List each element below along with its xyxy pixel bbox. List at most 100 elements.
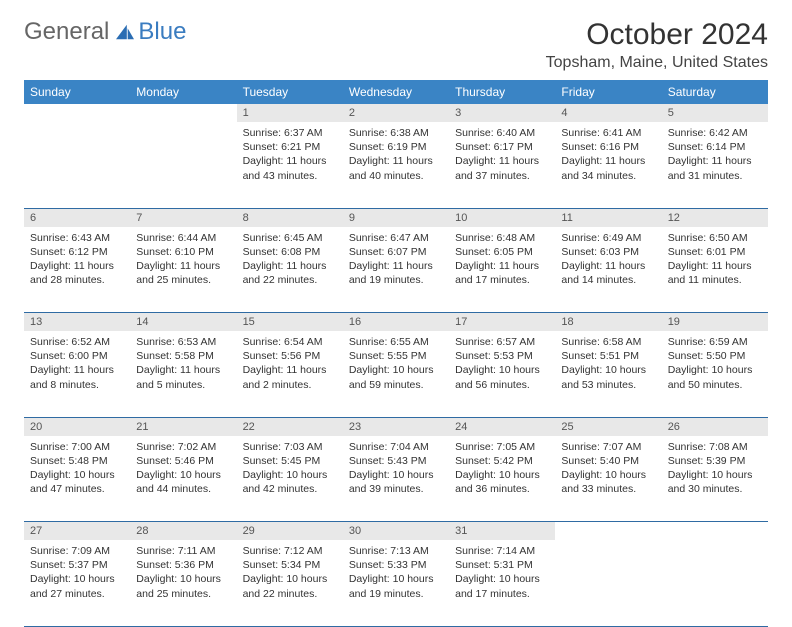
sunrise-text: Sunrise: 6:40 AM [455,126,549,140]
day-number: 30 [343,522,449,540]
day-details: Sunrise: 6:57 AMSunset: 5:53 PMDaylight:… [449,331,555,394]
day-details: Sunrise: 6:42 AMSunset: 6:14 PMDaylight:… [662,122,768,185]
daynum-cell: 12 [662,208,768,227]
day-number: 1 [237,104,343,122]
daylight-text: Daylight: 10 hours and 25 minutes. [136,572,230,600]
day-number: 21 [130,418,236,436]
day-number: 2 [343,104,449,122]
daynum-cell: 27 [24,522,130,541]
day-number: 28 [130,522,236,540]
day-number [662,522,768,528]
daynum-cell: 4 [555,104,661,122]
logo-text-general: General [24,18,109,46]
day-details: Sunrise: 6:50 AMSunset: 6:01 PMDaylight:… [662,227,768,290]
daylight-text: Daylight: 11 hours and 2 minutes. [243,363,337,391]
daylight-text: Daylight: 11 hours and 40 minutes. [349,154,443,182]
daynum-cell: 1 [237,104,343,122]
day-cell: Sunrise: 7:00 AMSunset: 5:48 PMDaylight:… [24,436,130,522]
sunrise-text: Sunrise: 6:52 AM [30,335,124,349]
day-cell: Sunrise: 7:04 AMSunset: 5:43 PMDaylight:… [343,436,449,522]
day-number: 31 [449,522,555,540]
day-number [24,104,130,110]
daylight-text: Daylight: 10 hours and 47 minutes. [30,468,124,496]
day-cell: Sunrise: 6:58 AMSunset: 5:51 PMDaylight:… [555,331,661,417]
sunset-text: Sunset: 6:16 PM [561,140,655,154]
day-cell: Sunrise: 6:41 AMSunset: 6:16 PMDaylight:… [555,122,661,208]
weekday-header: Friday [555,80,661,104]
sunrise-text: Sunrise: 6:54 AM [243,335,337,349]
sunset-text: Sunset: 5:36 PM [136,558,230,572]
daylight-text: Daylight: 10 hours and 17 minutes. [455,572,549,600]
sunrise-text: Sunrise: 6:57 AM [455,335,549,349]
daynum-cell: 18 [555,313,661,332]
day-number: 13 [24,313,130,331]
sunset-text: Sunset: 5:40 PM [561,454,655,468]
day-details: Sunrise: 7:02 AMSunset: 5:46 PMDaylight:… [130,436,236,499]
daylight-text: Daylight: 11 hours and 43 minutes. [243,154,337,182]
day-number: 27 [24,522,130,540]
daylight-text: Daylight: 11 hours and 17 minutes. [455,259,549,287]
day-cell: Sunrise: 6:40 AMSunset: 6:17 PMDaylight:… [449,122,555,208]
sunrise-text: Sunrise: 6:50 AM [668,231,762,245]
day-details: Sunrise: 6:49 AMSunset: 6:03 PMDaylight:… [555,227,661,290]
daylight-text: Daylight: 11 hours and 19 minutes. [349,259,443,287]
day-number: 16 [343,313,449,331]
day-number: 25 [555,418,661,436]
sunset-text: Sunset: 6:21 PM [243,140,337,154]
daynum-row: 13141516171819 [24,313,768,332]
daylight-text: Daylight: 11 hours and 34 minutes. [561,154,655,182]
daylight-text: Daylight: 10 hours and 27 minutes. [30,572,124,600]
day-cell: Sunrise: 6:53 AMSunset: 5:58 PMDaylight:… [130,331,236,417]
daylight-text: Daylight: 10 hours and 19 minutes. [349,572,443,600]
day-number: 8 [237,209,343,227]
sunrise-text: Sunrise: 6:44 AM [136,231,230,245]
day-details: Sunrise: 7:04 AMSunset: 5:43 PMDaylight:… [343,436,449,499]
week-row: Sunrise: 6:37 AMSunset: 6:21 PMDaylight:… [24,122,768,208]
day-number [130,104,236,110]
weekday-header: Monday [130,80,236,104]
daynum-row: 6789101112 [24,208,768,227]
day-number: 29 [237,522,343,540]
sunrise-text: Sunrise: 6:55 AM [349,335,443,349]
day-number: 11 [555,209,661,227]
day-number: 19 [662,313,768,331]
day-details: Sunrise: 6:44 AMSunset: 6:10 PMDaylight:… [130,227,236,290]
day-number: 5 [662,104,768,122]
header: General Blue October 2024 Topsham, Maine… [24,18,768,72]
day-cell: Sunrise: 6:52 AMSunset: 6:00 PMDaylight:… [24,331,130,417]
day-cell: Sunrise: 6:48 AMSunset: 6:05 PMDaylight:… [449,227,555,313]
sunset-text: Sunset: 5:42 PM [455,454,549,468]
sunrise-text: Sunrise: 7:04 AM [349,440,443,454]
day-number: 7 [130,209,236,227]
day-cell: Sunrise: 7:08 AMSunset: 5:39 PMDaylight:… [662,436,768,522]
sunrise-text: Sunrise: 6:43 AM [30,231,124,245]
day-cell [24,122,130,208]
day-number: 9 [343,209,449,227]
day-details: Sunrise: 7:08 AMSunset: 5:39 PMDaylight:… [662,436,768,499]
daylight-text: Daylight: 11 hours and 5 minutes. [136,363,230,391]
daynum-cell: 21 [130,417,236,436]
daylight-text: Daylight: 11 hours and 8 minutes. [30,363,124,391]
sunset-text: Sunset: 5:50 PM [668,349,762,363]
day-number: 24 [449,418,555,436]
day-details: Sunrise: 6:45 AMSunset: 6:08 PMDaylight:… [237,227,343,290]
day-cell: Sunrise: 6:38 AMSunset: 6:19 PMDaylight:… [343,122,449,208]
daynum-cell: 14 [130,313,236,332]
sunrise-text: Sunrise: 6:49 AM [561,231,655,245]
calendar-body: 12345Sunrise: 6:37 AMSunset: 6:21 PMDayl… [24,104,768,626]
sunrise-text: Sunrise: 7:13 AM [349,544,443,558]
sunset-text: Sunset: 6:12 PM [30,245,124,259]
sunset-text: Sunset: 5:37 PM [30,558,124,572]
week-row: Sunrise: 6:43 AMSunset: 6:12 PM Daylight:… [24,227,768,313]
day-cell: Sunrise: 7:12 AMSunset: 5:34 PMDaylight:… [237,540,343,626]
sunrise-text: Sunrise: 6:37 AM [243,126,337,140]
daynum-cell: 16 [343,313,449,332]
daynum-cell: 22 [237,417,343,436]
daynum-cell: 5 [662,104,768,122]
logo-text-blue: Blue [138,18,186,46]
day-cell: Sunrise: 6:54 AMSunset: 5:56 PMDaylight:… [237,331,343,417]
daynum-cell: 10 [449,208,555,227]
daylight-text: Daylight: 10 hours and 39 minutes. [349,468,443,496]
daylight-text: Daylight: 11 hours and 11 minutes. [668,259,762,287]
sunrise-text: Sunrise: 7:02 AM [136,440,230,454]
